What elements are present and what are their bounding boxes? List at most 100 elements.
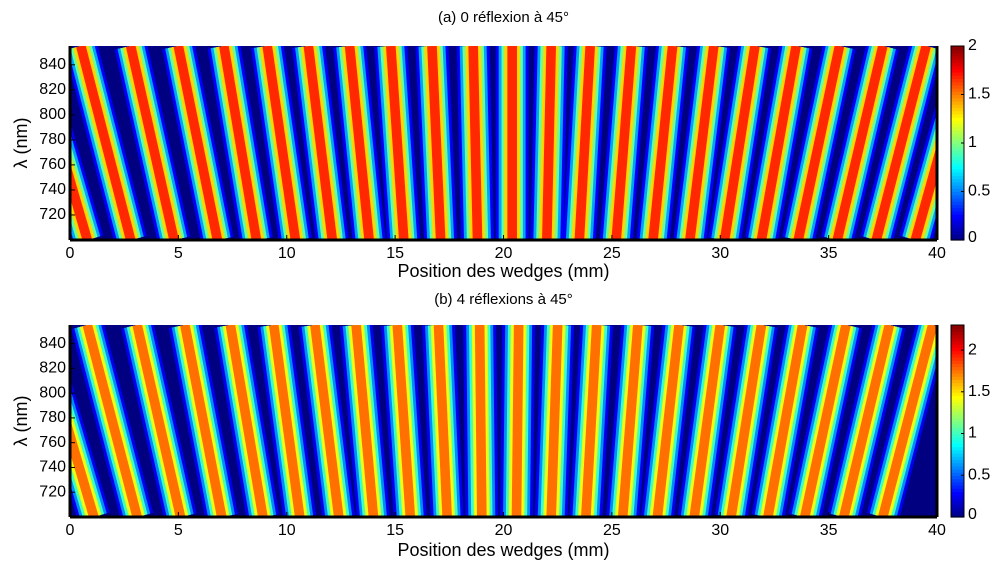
y-tick-label: 820 [39,360,66,377]
x-tick-label: 20 [495,522,513,539]
fringe [333,46,386,240]
x-tick-label: 25 [603,245,621,262]
colorbar-step [951,446,964,451]
colorbar-step [951,337,964,342]
colorbar-step [951,201,964,206]
fringe-band [225,325,268,517]
colorbar-step [951,78,964,83]
fringe-band [392,325,416,517]
colorbar-step [951,395,964,400]
colorbar-step [951,504,964,508]
colorbar-step [951,513,964,518]
colorbar-step [951,139,964,144]
colorbar-step [951,55,964,60]
colorbar-tick-label: 0 [968,229,977,246]
colorbar-step [951,475,964,480]
x-axis-label: Position des wedges (mm) [397,540,609,560]
fringe [70,121,104,240]
x-axis-label: Position des wedges (mm) [397,261,609,281]
fringe-band [878,325,937,517]
colorbar-tick-label: 1 [968,425,977,442]
y-tick-label: 780 [39,409,66,426]
fringe [534,325,575,517]
fringe-band [468,46,483,240]
fringe-band [689,325,726,517]
fringe-band [433,325,452,517]
colorbar-step [951,373,964,377]
fringe [827,325,906,517]
colorbar-step [951,88,964,92]
colorbar-step [951,456,964,460]
fringe [415,46,458,240]
fringe-band [832,46,888,240]
x-tick-label: 35 [820,522,838,539]
fringe-band [617,325,643,517]
colorbar-step [951,197,964,202]
heatmap-panel: 0 5 10 15 20 25 30 35 40720740760780800820840(b)… [11,291,991,560]
colorbar: 0 0.5 1 1.5 2 [950,37,990,246]
colorbar-step [951,485,964,489]
colorbar-step [951,389,964,393]
colorbar-step [951,421,964,425]
x-tick-label: 35 [820,245,838,262]
y-tick-label: 840 [39,335,66,352]
colorbar-step [951,398,964,403]
colorbar-tick-label: 0.5 [968,466,990,483]
colorbar-step [951,120,964,125]
colorbar-step [951,94,964,99]
y-tick-label: 740 [39,181,66,198]
colorbar-step [951,433,964,438]
x-tick-label: 0 [66,245,75,262]
fringe-band [427,46,446,240]
fringe-band [385,46,409,240]
colorbar-step [951,414,964,419]
colorbar-step [951,107,964,112]
fringe-band [126,46,179,240]
colorbar-step [951,207,964,212]
fringe [339,325,390,517]
colorbar-step [951,136,964,141]
fringe [677,325,737,517]
colorbar-step [951,325,964,329]
x-tick-label: 10 [278,245,296,262]
colorbar-step [951,357,964,361]
fringe [380,325,427,517]
fringe-band [793,46,845,240]
colorbar-step [951,366,964,371]
colorbar-step [951,110,964,115]
colorbar-step [951,469,964,473]
fringe [70,46,147,240]
fringe-band [303,46,338,240]
colorbar-step [951,84,964,89]
colorbar-step [951,379,964,384]
fringe-band [219,46,262,240]
fringe-band [763,325,808,517]
fringe [257,325,317,517]
fringe [499,325,536,517]
fringe [599,46,648,240]
fringe-band [910,144,937,240]
colorbar-step [951,100,964,105]
y-tick-label: 740 [39,459,66,476]
fringe [168,325,238,517]
colorbar-step [951,510,964,515]
colorbar-step [951,75,964,79]
colorbar-step [951,488,964,492]
colorbar-step [951,143,964,147]
colorbar-step [951,497,964,502]
colorbar-step [951,344,964,348]
x-tick-label: 20 [495,245,513,262]
fringe-band [180,325,227,517]
colorbar-step [951,81,964,86]
x-tick-label: 15 [386,522,404,539]
fringe-band [511,325,524,517]
y-tick-label: 720 [39,483,66,500]
colorbar-step [951,191,964,196]
colorbar-step [951,347,964,352]
x-tick-label: 5 [174,245,183,262]
colorbar-step [951,181,964,186]
x-tick-label: 30 [711,522,729,539]
colorbar-step [951,350,964,355]
colorbar-step [951,117,964,121]
x-tick-label: 25 [603,522,621,539]
